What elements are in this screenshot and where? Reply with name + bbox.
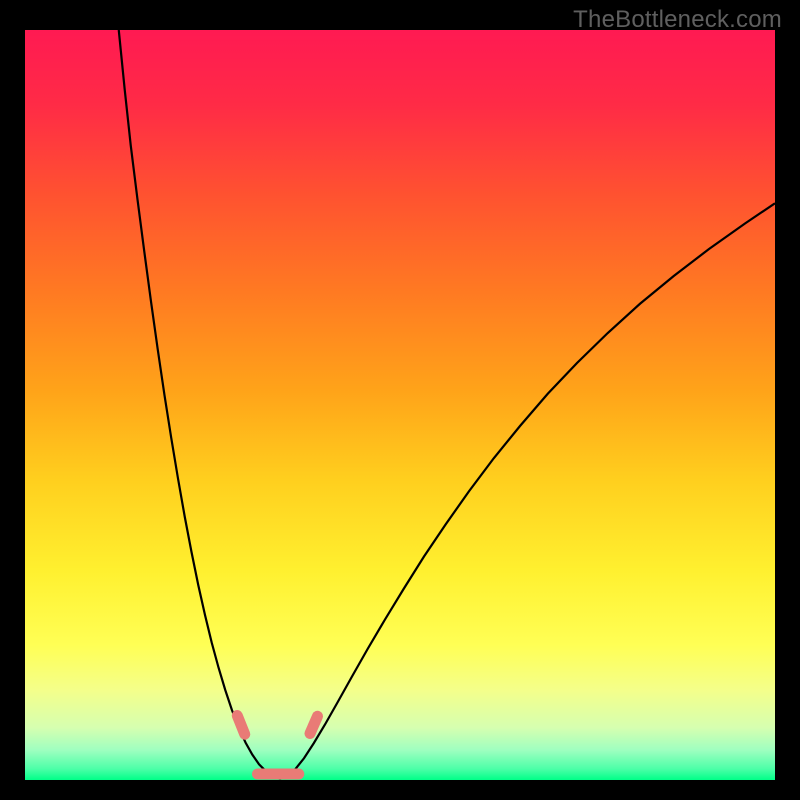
bottleneck-chart <box>25 30 775 780</box>
chart-background <box>25 30 775 780</box>
accent-marker <box>310 716 318 733</box>
chart-frame: TheBottleneck.com <box>0 0 800 800</box>
accent-marker <box>237 716 245 735</box>
